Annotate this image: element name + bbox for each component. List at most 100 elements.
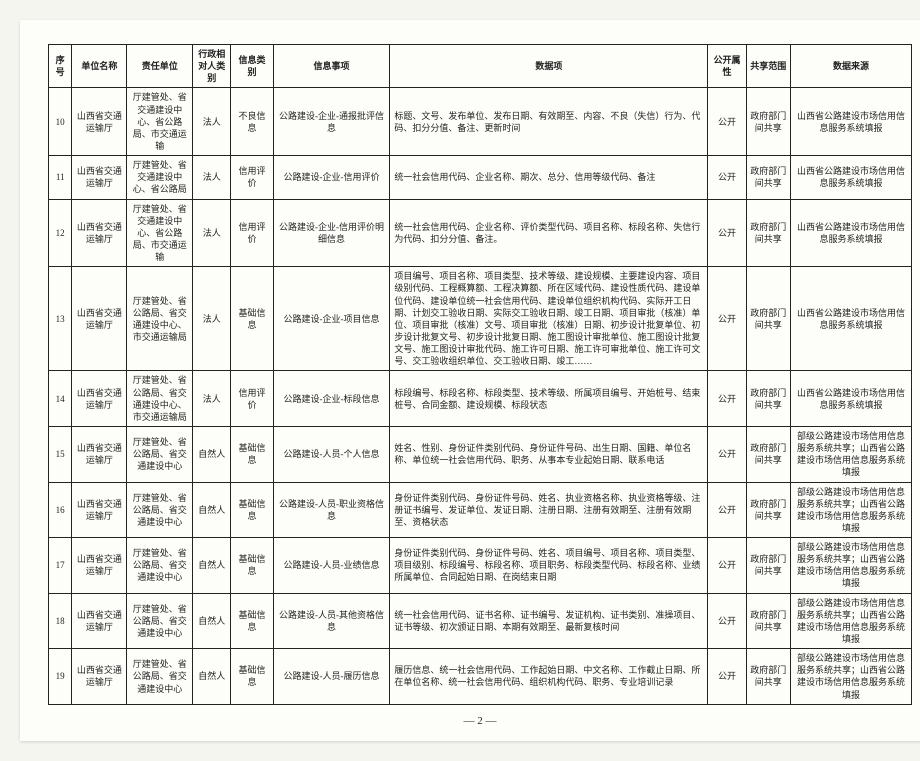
- cell-attr: 公开: [708, 88, 746, 156]
- cell-resp: 厅建管处、省公路局、省交通建设中心、市交通运输局: [127, 267, 193, 371]
- cell-matter: 公路建设-人员-业绩信息: [273, 538, 390, 594]
- col-data: 数据项: [390, 45, 708, 88]
- col-scope: 共享范围: [746, 45, 791, 88]
- table-row: 19山西省交通运输厅厅建管处、省公路局、省交通建设中心自然人基础信息公路建设-人…: [49, 649, 912, 705]
- cell-matter: 公路建设-人员-个人信息: [273, 426, 390, 482]
- col-itype: 信息类别: [231, 45, 273, 88]
- cell-resp: 厅建管处、省交通建设中心、省公路局: [127, 156, 193, 199]
- cell-scope: 政府部门间共享: [746, 593, 791, 649]
- cell-src: 部级公路建设市场信用信息服务系统共享；山西省公路建设市场信用信息服务系统填报: [791, 649, 912, 705]
- col-seq: 序号: [49, 45, 72, 88]
- cell-src: 山西省公路建设市场信用信息服务系统填报: [791, 88, 912, 156]
- table-row: 15山西省交通运输厅厅建管处、省公路局、省交通建设中心自然人基础信息公路建设-人…: [49, 426, 912, 482]
- cell-unit: 山西省交通运输厅: [72, 426, 127, 482]
- table-row: 10山西省交通运输厅厅建管处、省交通建设中心、省公路局、市交通运输法人不良信息公…: [49, 88, 912, 156]
- cell-data: 统一社会信用代码、企业名称、评价类型代码、项目名称、标段名称、失信行为代码、扣分…: [390, 199, 708, 267]
- cell-seq: 15: [49, 426, 72, 482]
- cell-scope: 政府部门间共享: [746, 156, 791, 199]
- cell-src: 部级公路建设市场信用信息服务系统共享；山西省公路建设市场信用信息服务系统填报: [791, 538, 912, 594]
- cell-resp: 厅建管处、省公路局、省交通建设中心: [127, 482, 193, 538]
- cell-attr: 公开: [708, 267, 746, 371]
- cell-resp: 厅建管处、省公路局、省交通建设中心: [127, 593, 193, 649]
- table-row: 17山西省交通运输厅厅建管处、省公路局、省交通建设中心自然人基础信息公路建设-人…: [49, 538, 912, 594]
- col-resp: 责任单位: [127, 45, 193, 88]
- cell-attr: 公开: [708, 371, 746, 427]
- cell-unit: 山西省交通运输厅: [72, 371, 127, 427]
- cell-seq: 18: [49, 593, 72, 649]
- cell-scope: 政府部门间共享: [746, 371, 791, 427]
- cell-matter: 公路建设-企业-标段信息: [273, 371, 390, 427]
- data-table: 序号 单位名称 责任单位 行政相对人类别 信息类别 信息事项 数据项 公开属性 …: [48, 44, 912, 705]
- cell-seq: 16: [49, 482, 72, 538]
- cell-ptype: 法人: [193, 156, 231, 199]
- cell-matter: 公路建设-人员-履历信息: [273, 649, 390, 705]
- cell-data: 身份证件类别代码、身份证件号码、姓名、执业资格名称、执业资格等级、注册证书编号、…: [390, 482, 708, 538]
- cell-matter: 公路建设-企业-信用评价: [273, 156, 390, 199]
- cell-data: 履历信息、统一社会信用代码、工作起始日期、中文名称、工作截止日期、所在单位名称、…: [390, 649, 708, 705]
- cell-scope: 政府部门间共享: [746, 267, 791, 371]
- table-header-row: 序号 单位名称 责任单位 行政相对人类别 信息类别 信息事项 数据项 公开属性 …: [49, 45, 912, 88]
- cell-itype: 信用评价: [231, 156, 273, 199]
- cell-ptype: 自然人: [193, 593, 231, 649]
- cell-matter: 公路建设-人员-职业资格信息: [273, 482, 390, 538]
- cell-attr: 公开: [708, 593, 746, 649]
- cell-itype: 不良信息: [231, 88, 273, 156]
- page-number: — 2 —: [48, 715, 912, 727]
- cell-data: 标段编号、标段名称、标段类型、技术等级、所属项目编号、开始桩号、结束桩号、合同金…: [390, 371, 708, 427]
- cell-itype: 基础信息: [231, 593, 273, 649]
- cell-src: 部级公路建设市场信用信息服务系统共享；山西省公路建设市场信用信息服务系统填报: [791, 426, 912, 482]
- cell-src: 山西省公路建设市场信用信息服务系统填报: [791, 199, 912, 267]
- cell-attr: 公开: [708, 156, 746, 199]
- cell-ptype: 法人: [193, 199, 231, 267]
- cell-ptype: 法人: [193, 267, 231, 371]
- cell-unit: 山西省交通运输厅: [72, 156, 127, 199]
- cell-ptype: 法人: [193, 371, 231, 427]
- cell-attr: 公开: [708, 199, 746, 267]
- cell-attr: 公开: [708, 426, 746, 482]
- cell-resp: 厅建管处、省公路局、省交通建设中心: [127, 649, 193, 705]
- cell-data: 身份证件类别代码、身份证件号码、姓名、项目编号、项目名称、项目类型、项目级别、标…: [390, 538, 708, 594]
- cell-resp: 厅建管处、省公路局、省交通建设中心: [127, 538, 193, 594]
- col-ptype: 行政相对人类别: [193, 45, 231, 88]
- cell-resp: 厅建管处、省公路局、省交通建设中心: [127, 426, 193, 482]
- cell-seq: 17: [49, 538, 72, 594]
- page-sheet: 序号 单位名称 责任单位 行政相对人类别 信息类别 信息事项 数据项 公开属性 …: [20, 20, 920, 741]
- table-row: 12山西省交通运输厅厅建管处、省交通建设中心、省公路局、市交通运输法人信用评价公…: [49, 199, 912, 267]
- cell-seq: 14: [49, 371, 72, 427]
- col-matter: 信息事项: [273, 45, 390, 88]
- cell-attr: 公开: [708, 538, 746, 594]
- cell-unit: 山西省交通运输厅: [72, 593, 127, 649]
- cell-scope: 政府部门间共享: [746, 649, 791, 705]
- cell-ptype: 自然人: [193, 649, 231, 705]
- cell-scope: 政府部门间共享: [746, 199, 791, 267]
- cell-src: 山西省公路建设市场信用信息服务系统填报: [791, 371, 912, 427]
- cell-seq: 11: [49, 156, 72, 199]
- cell-src: 山西省公路建设市场信用信息服务系统填报: [791, 267, 912, 371]
- cell-data: 标题、文号、发布单位、发布日期、有效期至、内容、不良（失信）行为、代码、扣分分值…: [390, 88, 708, 156]
- cell-matter: 公路建设-企业-项目信息: [273, 267, 390, 371]
- cell-itype: 基础信息: [231, 267, 273, 371]
- cell-unit: 山西省交通运输厅: [72, 267, 127, 371]
- cell-itype: 信用评价: [231, 371, 273, 427]
- cell-unit: 山西省交通运输厅: [72, 538, 127, 594]
- table-row: 18山西省交通运输厅厅建管处、省公路局、省交通建设中心自然人基础信息公路建设-人…: [49, 593, 912, 649]
- cell-scope: 政府部门间共享: [746, 482, 791, 538]
- cell-scope: 政府部门间共享: [746, 88, 791, 156]
- cell-seq: 13: [49, 267, 72, 371]
- cell-itype: 基础信息: [231, 482, 273, 538]
- cell-data: 统一社会信用代码、证书名称、证书编号、发证机构、证书类别、准操项目、证书等级、初…: [390, 593, 708, 649]
- cell-unit: 山西省交通运输厅: [72, 649, 127, 705]
- cell-matter: 公路建设-企业-通报批评信息: [273, 88, 390, 156]
- cell-itype: 信用评价: [231, 199, 273, 267]
- table-row: 14山西省交通运输厅厅建管处、省公路局、省交通建设中心、市交通运输局法人信用评价…: [49, 371, 912, 427]
- table-row: 13山西省交通运输厅厅建管处、省公路局、省交通建设中心、市交通运输局法人基础信息…: [49, 267, 912, 371]
- cell-resp: 厅建管处、省公路局、省交通建设中心、市交通运输局: [127, 371, 193, 427]
- col-attr: 公开属性: [708, 45, 746, 88]
- cell-attr: 公开: [708, 482, 746, 538]
- cell-matter: 公路建设-企业-信用评价明细信息: [273, 199, 390, 267]
- cell-matter: 公路建设-人员-其他资格信息: [273, 593, 390, 649]
- cell-ptype: 法人: [193, 88, 231, 156]
- col-src: 数据来源: [791, 45, 912, 88]
- cell-itype: 基础信息: [231, 538, 273, 594]
- table-body: 10山西省交通运输厅厅建管处、省交通建设中心、省公路局、市交通运输法人不良信息公…: [49, 88, 912, 704]
